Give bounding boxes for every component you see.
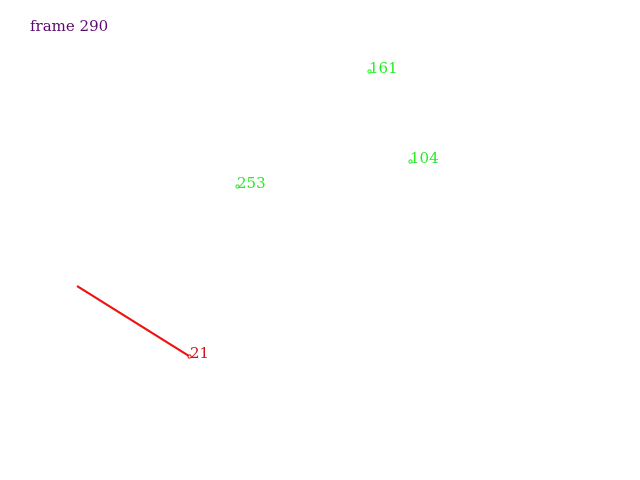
point-104[interactable]: 104 <box>408 149 439 167</box>
point-21[interactable]: 21 <box>187 344 209 362</box>
point-253-marker <box>235 184 240 189</box>
point-253-label: 253 <box>237 174 266 192</box>
point-21-label: 21 <box>190 344 209 362</box>
point-161[interactable]: 161 <box>367 59 398 77</box>
point-161-marker <box>367 69 372 74</box>
point-253[interactable]: 253 <box>235 174 266 192</box>
point-104-marker <box>408 159 413 164</box>
point-21-trail <box>76 285 190 357</box>
point-161-label: 161 <box>369 59 398 77</box>
point-21-marker <box>187 354 192 359</box>
point-104-label: 104 <box>410 149 439 167</box>
frame-label: frame 290 <box>30 17 108 35</box>
